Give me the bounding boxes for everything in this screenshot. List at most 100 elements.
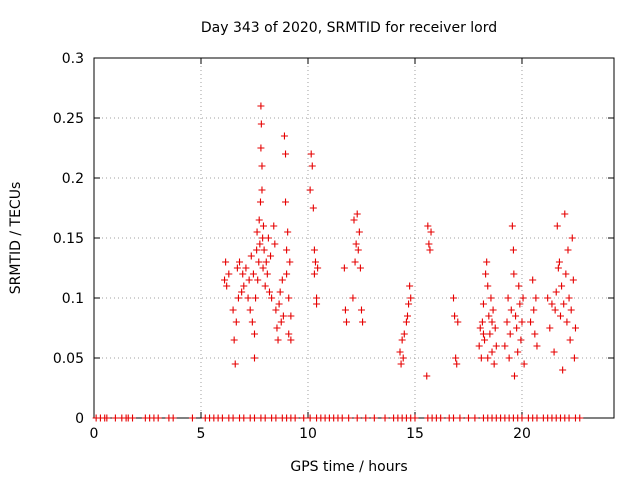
- data-point: [567, 306, 575, 314]
- data-point: [424, 222, 432, 230]
- x-tick-label: 5: [197, 426, 206, 442]
- data-point: [512, 312, 520, 320]
- data-point: [338, 414, 346, 422]
- data-point: [479, 330, 487, 338]
- data-point: [562, 270, 570, 278]
- data-point: [245, 276, 253, 284]
- data-point: [531, 330, 539, 338]
- x-tick-label: 10: [299, 426, 317, 442]
- data-point: [310, 270, 318, 278]
- data-point: [485, 312, 493, 320]
- data-point: [513, 324, 521, 332]
- data-point: [482, 270, 490, 278]
- data-point: [259, 222, 267, 230]
- data-point: [287, 336, 295, 344]
- axis-tick-labels: 0 5 10 15 20 0 0.05 0.1 0.15 0.2 0.25 0.3: [53, 51, 531, 442]
- x-tick-label: 20: [513, 426, 531, 442]
- data-point: [475, 342, 483, 350]
- data-point: [285, 294, 293, 302]
- y-tick-label: 0.2: [62, 171, 84, 187]
- data-point: [169, 414, 177, 422]
- data-point: [370, 414, 378, 422]
- data-point: [255, 258, 263, 266]
- data-point: [568, 234, 576, 242]
- data-point: [267, 252, 275, 260]
- data-point: [273, 324, 281, 332]
- data-point: [576, 414, 584, 422]
- data-point: [478, 318, 486, 326]
- data-point: [240, 414, 248, 422]
- data-point: [276, 288, 284, 296]
- data-point: [544, 294, 552, 302]
- data-point: [230, 336, 238, 344]
- data-point: [253, 246, 261, 254]
- data-point: [357, 306, 365, 314]
- data-point: [188, 414, 196, 422]
- data-point: [559, 366, 567, 374]
- data-point: [400, 330, 408, 338]
- data-point: [253, 228, 261, 236]
- data-point: [456, 414, 464, 422]
- data-point: [233, 264, 241, 272]
- data-point: [491, 324, 499, 332]
- data-point: [218, 414, 226, 422]
- data-point: [411, 414, 419, 422]
- data-point: [103, 414, 111, 422]
- data-point: [423, 372, 431, 380]
- data-point: [257, 144, 265, 152]
- data-point: [530, 306, 538, 314]
- data-point: [560, 300, 568, 308]
- data-point: [277, 318, 285, 326]
- data-point: [506, 330, 514, 338]
- data-point: [426, 246, 434, 254]
- data-point: [246, 306, 254, 314]
- data-point: [510, 270, 518, 278]
- data-point: [238, 288, 246, 296]
- data-point: [249, 270, 257, 278]
- data-point: [309, 204, 317, 212]
- data-point: [343, 318, 351, 326]
- data-point: [250, 330, 258, 338]
- chart-title: Day 343 of 2020, SRMTID for receiver lor…: [201, 20, 497, 36]
- data-point: [353, 210, 361, 218]
- data-point: [515, 282, 523, 290]
- data-point: [287, 312, 295, 320]
- data-point: [487, 294, 495, 302]
- data-point: [222, 258, 230, 266]
- data-point: [270, 222, 278, 230]
- data-point: [240, 282, 248, 290]
- data-point: [488, 348, 496, 356]
- data-point: [355, 228, 363, 236]
- data-point: [291, 414, 299, 422]
- data-point: [275, 300, 283, 308]
- data-point: [529, 276, 537, 284]
- x-axis-label: GPS time / hours: [290, 459, 407, 475]
- data-point: [272, 306, 280, 314]
- data-point: [505, 354, 513, 362]
- data-point: [262, 258, 270, 266]
- data-point: [481, 336, 489, 344]
- data-point: [259, 264, 267, 272]
- data-point: [286, 258, 294, 266]
- y-tick-label: 0.1: [62, 291, 84, 307]
- data-point: [350, 216, 358, 224]
- data-point: [407, 294, 415, 302]
- data-point: [437, 414, 445, 422]
- data-points: [92, 102, 584, 422]
- data-point: [486, 330, 494, 338]
- data-point: [279, 312, 287, 320]
- data-point: [263, 270, 271, 278]
- data-point: [518, 414, 526, 422]
- data-point: [454, 318, 462, 326]
- data-point: [231, 360, 239, 368]
- data-point: [450, 414, 458, 422]
- data-point: [257, 102, 265, 110]
- x-tick-label: 15: [406, 426, 424, 442]
- data-point: [503, 318, 511, 326]
- data-point: [571, 324, 579, 332]
- data-point: [397, 360, 405, 368]
- data-point: [278, 276, 286, 284]
- data-point: [483, 258, 491, 266]
- data-point: [488, 318, 496, 326]
